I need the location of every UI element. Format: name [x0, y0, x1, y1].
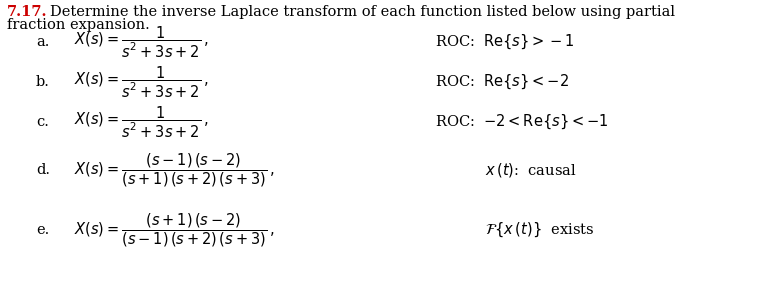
Text: $\mathcal{F}\{x\,(t)\}$  exists: $\mathcal{F}\{x\,(t)\}$ exists — [485, 221, 594, 239]
Text: d.: d. — [36, 163, 50, 177]
Text: $X(s) = \dfrac{(s-1)\,(s-2)}{(s+1)\,(s+2)\,(s+3)}\,,$: $X(s) = \dfrac{(s-1)\,(s-2)}{(s+1)\,(s+2… — [74, 151, 275, 189]
Text: $X(s) = \dfrac{1}{s^2+3s+2}\,,$: $X(s) = \dfrac{1}{s^2+3s+2}\,,$ — [74, 24, 209, 60]
Text: c.: c. — [36, 115, 49, 129]
Text: $X(s) = \dfrac{1}{s^2+3s+2}\,,$: $X(s) = \dfrac{1}{s^2+3s+2}\,,$ — [74, 104, 209, 139]
Text: b.: b. — [36, 75, 50, 89]
Text: ROC:  $\mathrm{Re}\{s\} > -1$: ROC: $\mathrm{Re}\{s\} > -1$ — [435, 33, 574, 51]
Text: fraction expansion.: fraction expansion. — [7, 18, 149, 32]
Text: Determine the inverse Laplace transform of each function listed below using part: Determine the inverse Laplace transform … — [50, 5, 675, 19]
Text: 7.17.: 7.17. — [7, 5, 48, 19]
Text: $X(s) = \dfrac{1}{s^2+3s+2}\,,$: $X(s) = \dfrac{1}{s^2+3s+2}\,,$ — [74, 64, 209, 100]
Text: e.: e. — [36, 223, 49, 237]
Text: $x\,(t)$:  causal: $x\,(t)$: causal — [485, 161, 577, 179]
Text: $X(s) = \dfrac{(s+1)\,(s-2)}{(s-1)\,(s+2)\,(s+3)}\,,$: $X(s) = \dfrac{(s+1)\,(s-2)}{(s-1)\,(s+2… — [74, 211, 275, 249]
Text: ROC:  $\mathrm{Re}\{s\} < -2$: ROC: $\mathrm{Re}\{s\} < -2$ — [435, 73, 569, 91]
Text: ROC:  $-2 < \mathrm{Re}\{s\} < -1$: ROC: $-2 < \mathrm{Re}\{s\} < -1$ — [435, 113, 608, 131]
Text: a.: a. — [36, 35, 49, 49]
